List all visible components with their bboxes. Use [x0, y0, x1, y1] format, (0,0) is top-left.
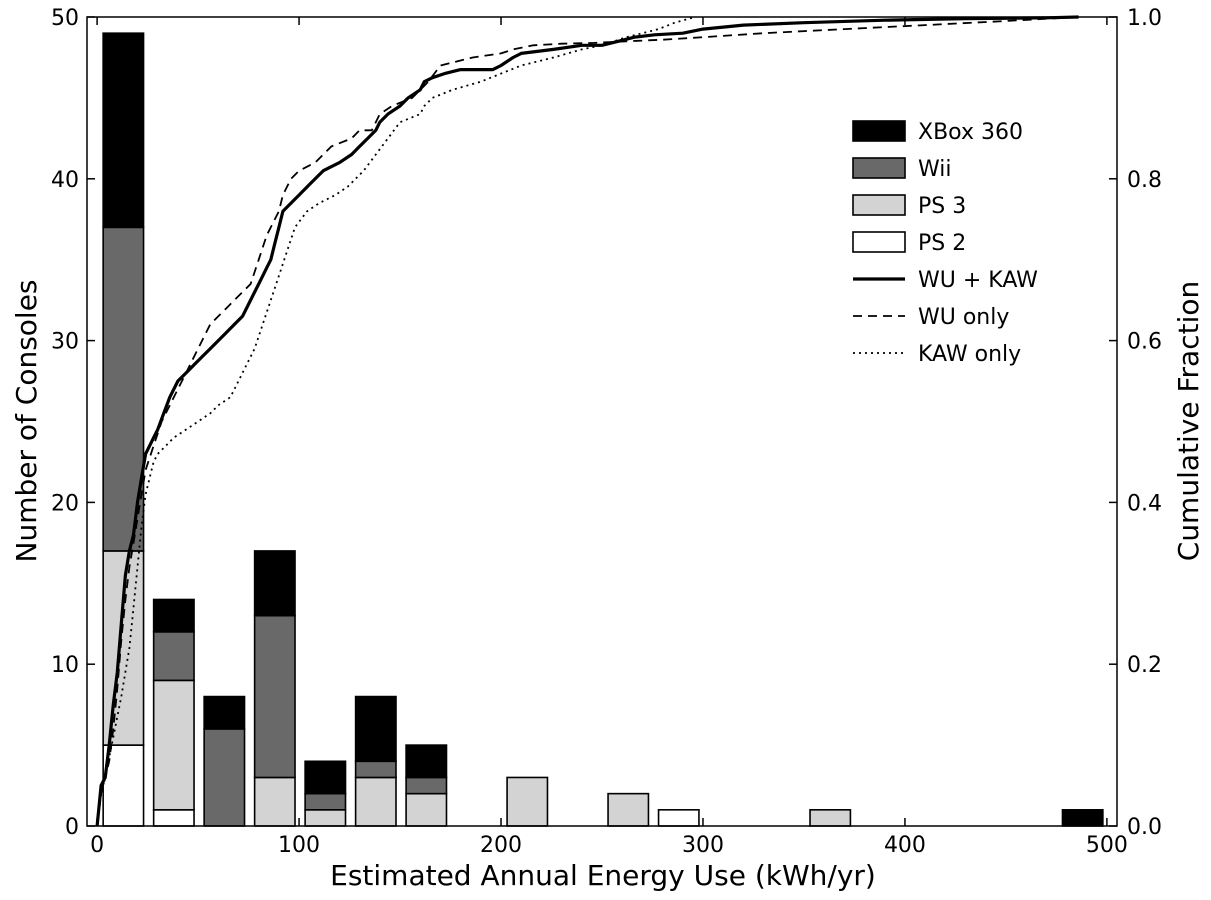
bar-segment	[203, 728, 246, 827]
legend-label: PS 2	[918, 231, 966, 256]
bar-segment	[304, 792, 347, 811]
bar-segment	[354, 760, 397, 779]
bar-segment	[405, 744, 448, 779]
y-tick-label: 40	[51, 168, 79, 193]
x-tick-label: 100	[278, 833, 320, 858]
legend-label: XBox 360	[918, 120, 1023, 145]
bar-segment	[253, 550, 296, 617]
series-line	[96, 16, 696, 827]
cumulative-lines-layer	[95, 15, 1079, 827]
bar-segment	[1061, 809, 1104, 827]
bar-segment	[405, 792, 448, 827]
y-axis-label: Number of Consoles	[10, 279, 43, 562]
legend-label: PS 3	[918, 194, 966, 219]
legend-swatch	[852, 157, 906, 179]
legend-label: KAW only	[918, 342, 1021, 367]
series-line	[96, 16, 1079, 827]
legend-swatch	[852, 231, 906, 253]
x-tick-label: 0	[90, 833, 104, 858]
bar-segment	[152, 679, 195, 811]
bar-segment	[809, 809, 852, 827]
y-tick-label: 20	[51, 491, 79, 516]
bar-segment	[607, 792, 650, 827]
y2-tick-label: 0.8	[1127, 168, 1162, 193]
plot-frame	[86, 16, 1118, 827]
series-line	[95, 15, 1079, 827]
legend-label: WU + KAW	[918, 268, 1038, 293]
bar-segment	[304, 809, 347, 827]
x-axis-label: Estimated Annual Energy Use (kWh/yr)	[330, 859, 876, 892]
bar-segment	[203, 695, 246, 730]
bar-segment	[253, 614, 296, 779]
bar-segment	[152, 598, 195, 633]
bars-layer	[102, 32, 1104, 827]
y2-tick-label: 0.0	[1127, 815, 1162, 840]
bar-segment	[354, 776, 397, 827]
legend-swatch	[852, 120, 906, 142]
bar-segment	[102, 32, 145, 229]
bar-segment	[657, 809, 700, 827]
y-tick-label: 0	[65, 815, 79, 840]
legend-label: WU only	[918, 305, 1009, 330]
y-tick-label: 10	[51, 653, 79, 678]
bar-segment	[405, 776, 448, 795]
ticks-layer: 0 100 200 300 400 500 0 10 20 30 40 50 0.0 0.2 0.4 0.6 0…	[51, 6, 1162, 858]
x-tick-label: 400	[884, 833, 926, 858]
bar-segment	[152, 631, 195, 682]
secondary-y-axis-label: Cumulative Fraction	[1172, 281, 1205, 561]
x-tick-label: 500	[1086, 833, 1128, 858]
y-tick-label: 30	[51, 330, 79, 355]
y2-tick-label: 1.0	[1127, 6, 1162, 31]
y2-tick-label: 0.6	[1127, 330, 1162, 355]
bar-segment	[253, 776, 296, 827]
y2-tick-label: 0.4	[1127, 491, 1162, 516]
legend: XBox 360 Wii PS 3 PS 2 WU + KAW WU only KAW on…	[852, 120, 1038, 367]
bar-segment	[304, 760, 347, 795]
x-tick-label: 300	[682, 833, 724, 858]
legend-label: Wii	[918, 157, 952, 182]
legend-swatch	[852, 194, 906, 216]
bar-segment	[354, 695, 397, 763]
bar-segment	[152, 809, 195, 827]
bar-segment	[506, 776, 549, 827]
bar-segment	[102, 550, 145, 746]
y-tick-label: 50	[51, 6, 79, 31]
y2-tick-label: 0.2	[1127, 653, 1162, 678]
x-tick-label: 200	[480, 833, 522, 858]
